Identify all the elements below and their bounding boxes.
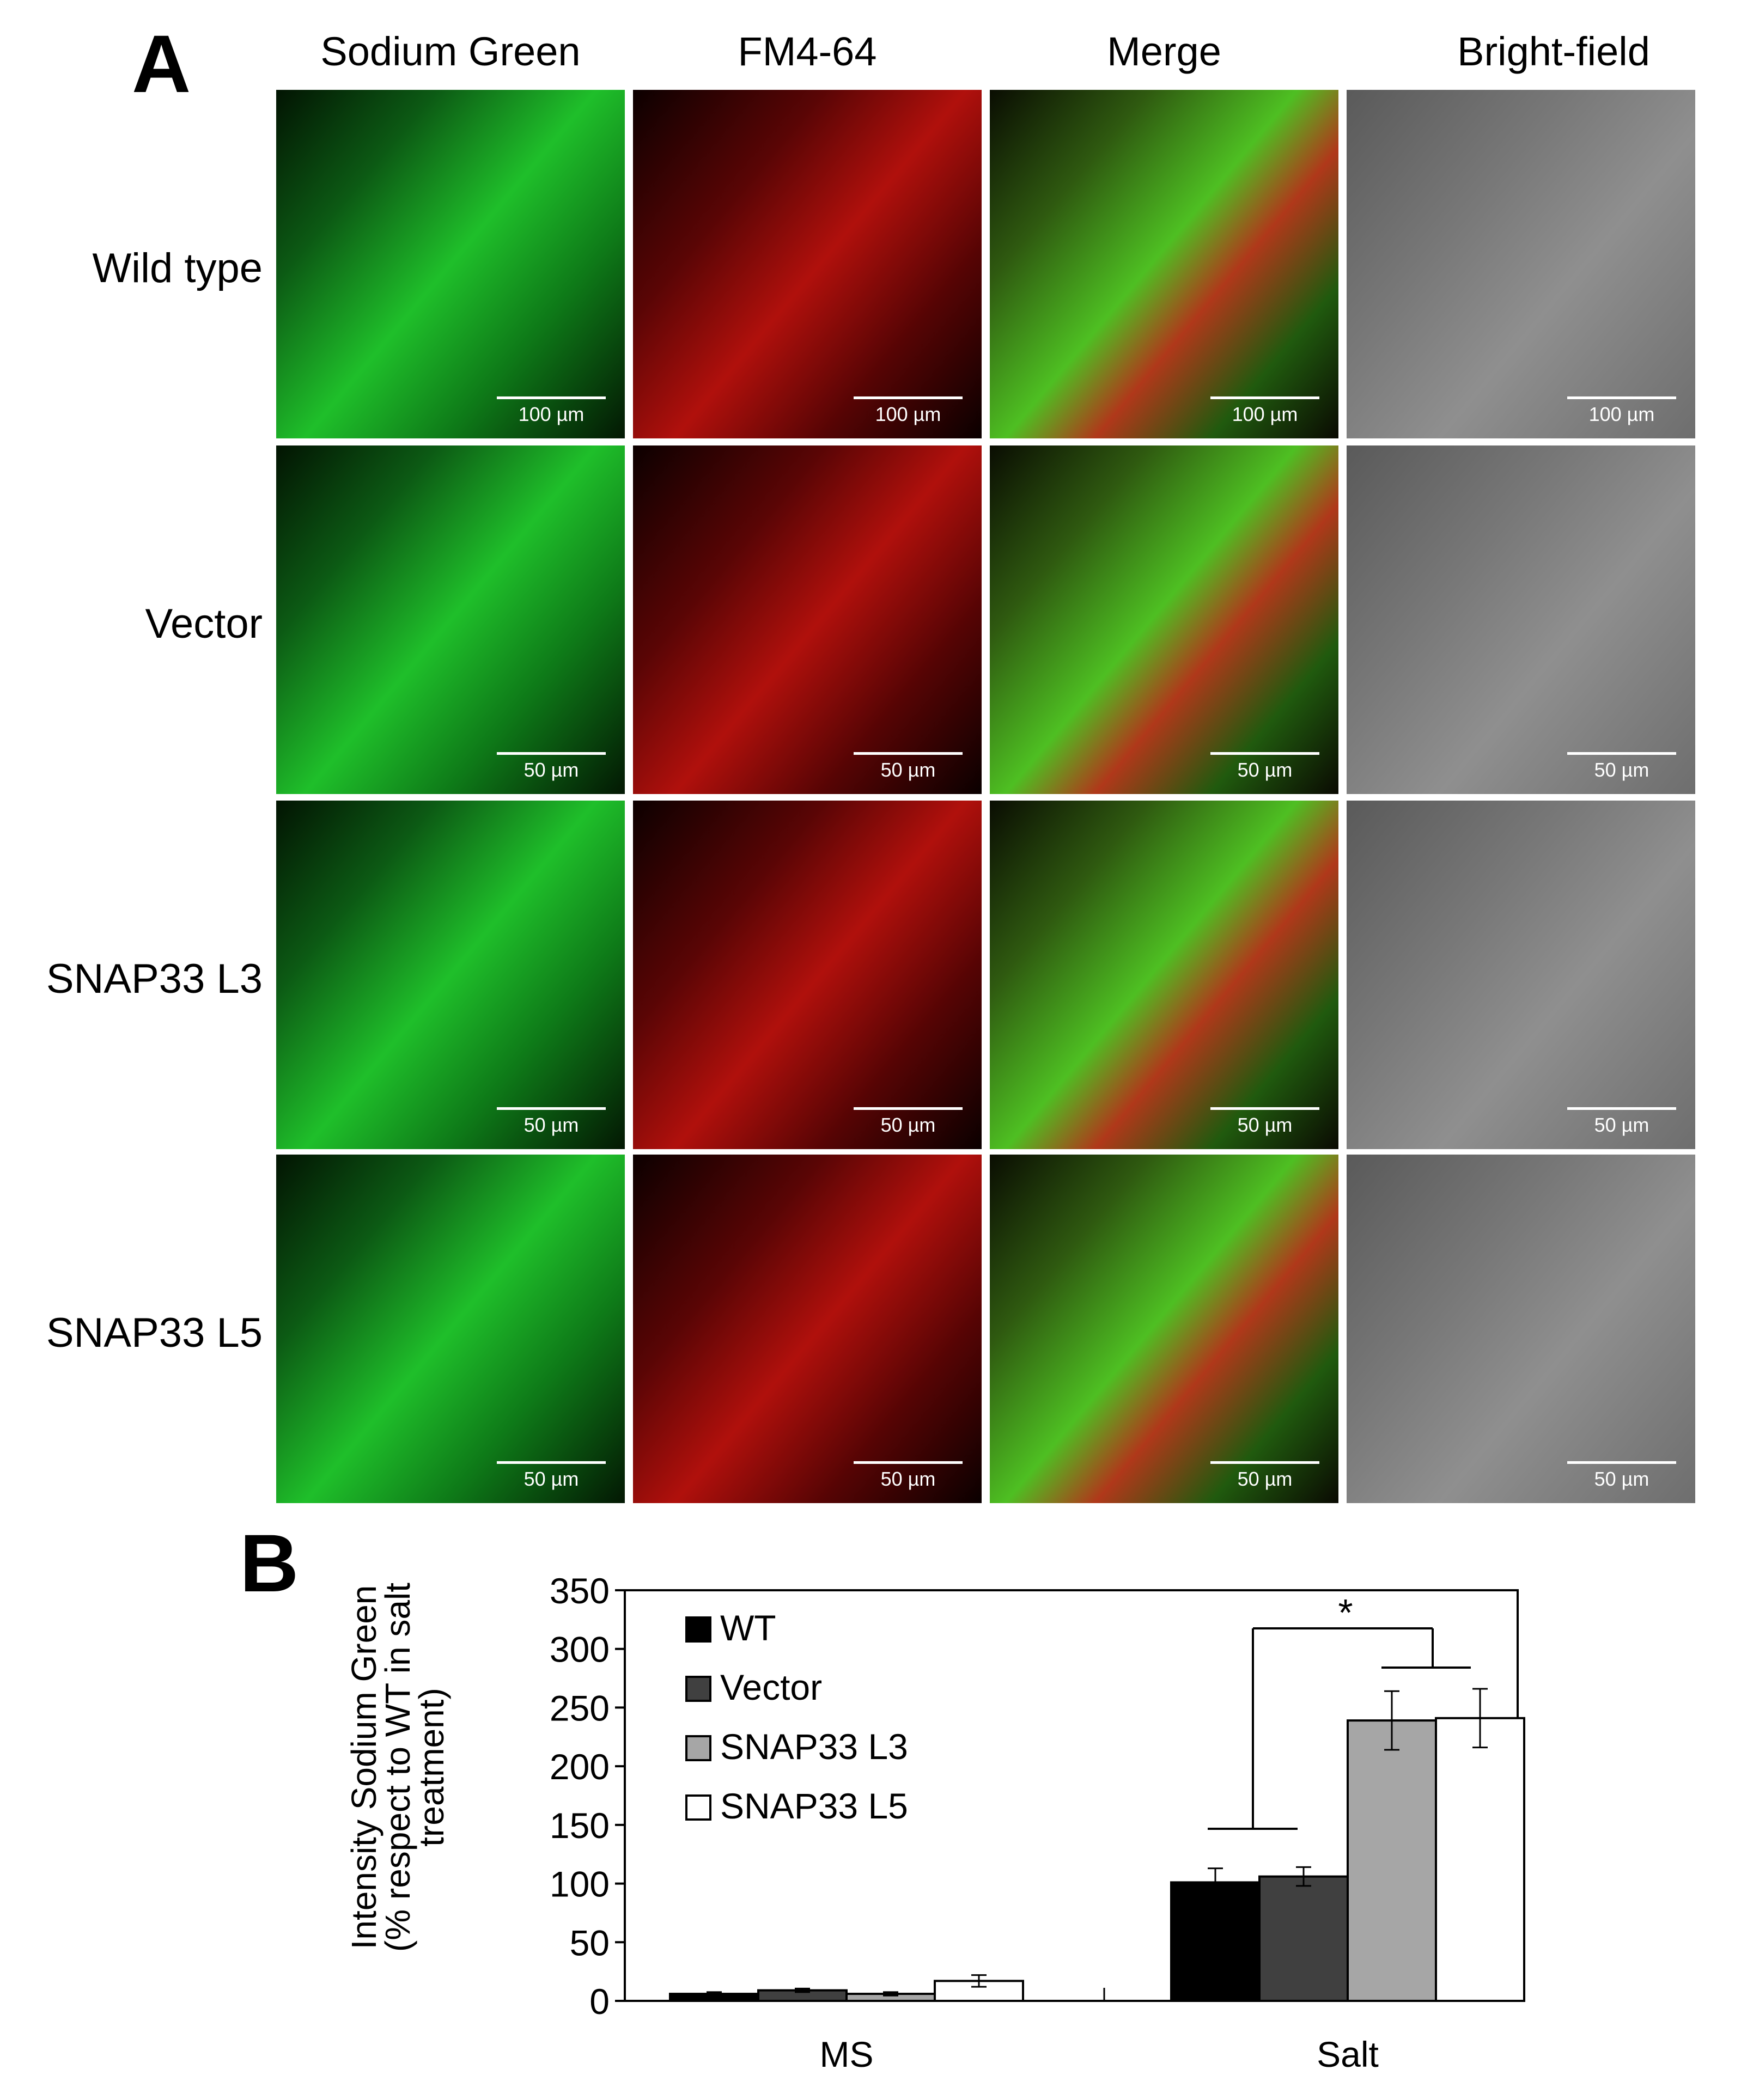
column-header-bright: Bright-field xyxy=(1457,29,1650,74)
micrograph-bright: 100 µm xyxy=(1347,90,1695,438)
micrograph-green: 50 µm xyxy=(276,445,625,794)
y-tick-label: 200 xyxy=(550,1747,610,1787)
scale-bar xyxy=(854,396,963,399)
scale-bar xyxy=(1210,1461,1319,1464)
legend-label: SNAP33 L5 xyxy=(720,1786,908,1826)
scale-bar-label: 50 µm xyxy=(1237,1114,1293,1136)
y-axis-label: treatment) xyxy=(412,1688,451,1847)
micrograph-merge: 50 µm xyxy=(990,801,1338,1149)
y-tick-label: 0 xyxy=(589,1981,610,2022)
scale-bar xyxy=(1567,396,1676,399)
micrograph-bright: 50 µm xyxy=(1347,445,1695,794)
significance-star: * xyxy=(1338,1591,1353,1634)
micrograph-red: 50 µm xyxy=(633,801,982,1149)
scale-bar-label: 50 µm xyxy=(523,759,579,781)
column-header-merge: Merge xyxy=(1107,29,1221,74)
column-header-red: FM4-64 xyxy=(738,29,877,74)
legend-label: Vector xyxy=(720,1667,822,1707)
scale-bar-label: 100 µm xyxy=(518,403,585,425)
micrograph-bright: 50 µm xyxy=(1347,1155,1695,1503)
scale-bar xyxy=(854,1461,963,1464)
micrograph-bright: 50 µm xyxy=(1347,801,1695,1149)
scale-bar xyxy=(497,752,606,755)
scale-bar-label: 100 µm xyxy=(1232,403,1298,425)
row-label: SNAP33 L3 xyxy=(46,956,263,1002)
scale-bar-label: 50 µm xyxy=(523,1468,579,1490)
x-category-label: MS xyxy=(820,2034,874,2074)
legend-swatch xyxy=(685,1616,711,1643)
scale-bar-label: 50 µm xyxy=(1594,1114,1649,1136)
scale-bar xyxy=(1210,1107,1319,1110)
micrograph-merge: 100 µm xyxy=(990,90,1338,438)
micrograph-red: 50 µm xyxy=(633,445,982,794)
scale-bar-label: 50 µm xyxy=(523,1114,579,1136)
scale-bar xyxy=(1567,1107,1676,1110)
micrograph-red: 100 µm xyxy=(633,90,982,438)
y-tick-label: 100 xyxy=(550,1864,610,1904)
scale-bar-label: 50 µm xyxy=(1237,759,1293,781)
scale-bar xyxy=(497,1107,606,1110)
bar xyxy=(1435,1717,1525,2002)
micrograph-green: 50 µm xyxy=(276,801,625,1149)
scale-bar xyxy=(1567,752,1676,755)
y-axis-label: Intensity Sodium Green xyxy=(344,1585,383,1950)
bar xyxy=(1347,1719,1437,2002)
scale-bar xyxy=(497,1461,606,1464)
panel-b-letter: B xyxy=(240,1517,299,1609)
scale-bar-label: 50 µm xyxy=(880,759,936,781)
scale-bar xyxy=(854,752,963,755)
legend-label: WT xyxy=(720,1608,776,1648)
scale-bar-label: 50 µm xyxy=(880,1114,936,1136)
scale-bar-label: 50 µm xyxy=(880,1468,936,1490)
y-tick-label: 150 xyxy=(550,1805,610,1846)
x-category-label: Salt xyxy=(1317,2034,1379,2074)
scale-bar-label: 50 µm xyxy=(1594,1468,1649,1490)
scale-bar-label: 50 µm xyxy=(1594,759,1649,781)
panel-a-letter: A xyxy=(132,18,191,109)
scale-bar xyxy=(497,396,606,399)
bar xyxy=(1170,1881,1261,2003)
legend-swatch xyxy=(685,1735,711,1761)
micrograph-merge: 50 µm xyxy=(990,1155,1338,1503)
column-header-green: Sodium Green xyxy=(320,29,581,74)
scale-bar xyxy=(1210,396,1319,399)
micrograph-green: 50 µm xyxy=(276,1155,625,1503)
y-tick-label: 50 xyxy=(570,1922,610,1963)
row-label: SNAP33 L5 xyxy=(46,1310,263,1356)
scale-bar-label: 100 µm xyxy=(1588,403,1655,425)
row-label: Vector xyxy=(145,601,263,647)
scale-bar xyxy=(854,1107,963,1110)
micrograph-red: 50 µm xyxy=(633,1155,982,1503)
y-tick-label: 350 xyxy=(550,1571,610,1611)
scale-bar xyxy=(1210,752,1319,755)
y-axis-label: (% respect to WT in salt xyxy=(378,1583,417,1952)
legend-swatch xyxy=(685,1794,711,1821)
scale-bar-label: 50 µm xyxy=(1237,1468,1293,1490)
micrograph-merge: 50 µm xyxy=(990,445,1338,794)
y-tick-label: 250 xyxy=(550,1688,610,1728)
scale-bar xyxy=(1567,1461,1676,1464)
row-label: Wild type xyxy=(92,245,263,291)
legend-swatch xyxy=(685,1676,711,1702)
micrograph-green: 100 µm xyxy=(276,90,625,438)
scale-bar-label: 100 µm xyxy=(875,403,941,425)
legend-label: SNAP33 L3 xyxy=(720,1726,908,1767)
y-tick-label: 300 xyxy=(550,1629,610,1670)
bar xyxy=(1258,1875,1349,2003)
